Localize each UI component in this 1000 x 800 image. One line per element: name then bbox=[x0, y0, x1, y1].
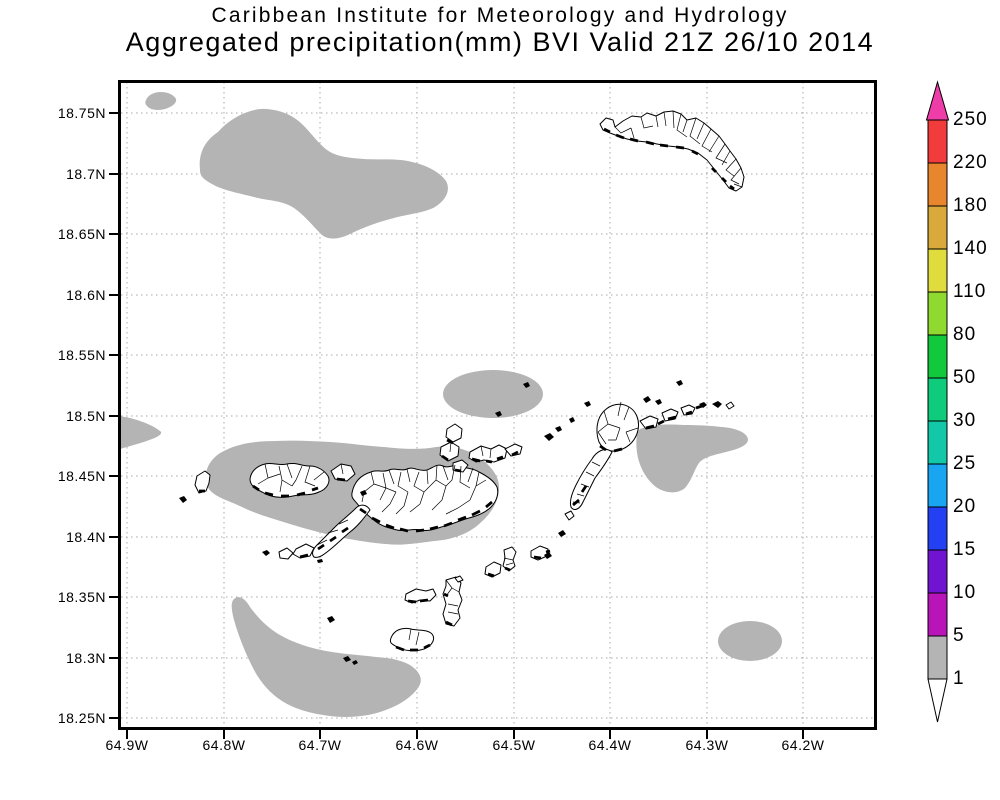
x-axis-ticks bbox=[126, 730, 804, 739]
colorbar-segment bbox=[927, 549, 948, 594]
colorbar-label: 250 bbox=[953, 109, 988, 130]
x-tick-label: 64.9W bbox=[105, 737, 149, 753]
x-tick-label: 64.5W bbox=[492, 737, 536, 753]
island-frenchmans-cay bbox=[292, 543, 315, 559]
y-tick-label: 18.35N bbox=[57, 589, 106, 605]
colorbar-segment bbox=[927, 506, 948, 551]
colorbar-segment bbox=[927, 334, 948, 379]
x-tick-label: 64.7W bbox=[298, 737, 342, 753]
y-tick-label: 18.5N bbox=[66, 408, 106, 424]
shaded-area bbox=[145, 92, 177, 110]
colorbar-label: 25 bbox=[953, 453, 977, 474]
colorbar-label: 180 bbox=[953, 195, 988, 216]
y-tick-label: 18.55N bbox=[57, 347, 106, 363]
shaded-area bbox=[199, 108, 448, 239]
institution-title: Caribbean Institute for Meteorology and … bbox=[211, 4, 789, 27]
island-virgin-gorda-tail bbox=[569, 449, 613, 510]
x-tick-label: 64.2W bbox=[781, 737, 825, 753]
colorbar-segment bbox=[927, 119, 948, 164]
shaded-area bbox=[718, 621, 782, 661]
island-guana bbox=[445, 423, 463, 443]
colorbar-segment bbox=[927, 291, 948, 336]
colorbar-label: 10 bbox=[953, 582, 977, 603]
y-tick-label: 18.3N bbox=[66, 650, 106, 666]
colorbar-label: 15 bbox=[953, 539, 977, 560]
island-norman bbox=[389, 627, 435, 652]
colorbar-arrow-top bbox=[925, 80, 950, 121]
colorbar-segment bbox=[927, 377, 948, 422]
map-frame bbox=[109, 80, 877, 739]
colorbar-segment bbox=[927, 463, 948, 508]
island-tortola-west-peninsula bbox=[312, 504, 371, 558]
island-fallen-jerusalem bbox=[564, 510, 575, 521]
colorbar-segment bbox=[927, 205, 948, 250]
watershed-subdivision-lines bbox=[257, 110, 743, 646]
coastline-dabs bbox=[199, 127, 735, 652]
y-tick-label: 18.4N bbox=[66, 529, 106, 545]
shaded-area bbox=[231, 597, 421, 717]
colorbar-segment bbox=[927, 635, 948, 680]
shaded-area bbox=[443, 370, 543, 418]
island-peter-east bbox=[442, 576, 463, 627]
x-tick-label: 64.4W bbox=[588, 737, 632, 753]
shaded-area bbox=[636, 424, 748, 493]
island-necker bbox=[725, 401, 735, 410]
colorbar bbox=[925, 80, 950, 723]
colorbar-segment bbox=[927, 248, 948, 293]
colorbar-label: 220 bbox=[953, 152, 988, 173]
colorbar-label: 20 bbox=[953, 496, 977, 517]
island-great-thatch bbox=[194, 470, 211, 494]
y-tick-label: 18.65N bbox=[57, 226, 106, 242]
colorbar-label: 30 bbox=[953, 410, 977, 431]
island-tortola bbox=[351, 464, 499, 532]
plot-title: Aggregated precipitation(mm) BVI Valid 2… bbox=[125, 27, 875, 57]
island-little-thatch bbox=[278, 547, 294, 560]
colorbar-label: 140 bbox=[953, 238, 988, 259]
colorbar-segment bbox=[927, 162, 948, 207]
colorbar-label: 1 bbox=[953, 668, 965, 689]
y-tick-label: 18.7N bbox=[66, 166, 106, 182]
colorbar-segment bbox=[927, 420, 948, 465]
island-dead-chest bbox=[454, 575, 464, 583]
colorbar-label: 80 bbox=[953, 324, 977, 345]
x-tick-label: 64.8W bbox=[202, 737, 246, 753]
y-tick-label: 18.75N bbox=[57, 105, 106, 121]
colorbar-arrow-bottom bbox=[927, 678, 948, 723]
colorbar-segment bbox=[927, 592, 948, 637]
y-tick-label: 18.25N bbox=[57, 710, 106, 726]
x-tick-label: 64.3W bbox=[685, 737, 729, 753]
colorbar-label: 110 bbox=[953, 281, 987, 302]
shaded-area bbox=[120, 416, 162, 449]
colorbar-label: 5 bbox=[953, 625, 965, 646]
y-axis-ticks bbox=[109, 112, 118, 719]
colorbar-label: 50 bbox=[953, 367, 977, 388]
y-tick-label: 18.6N bbox=[66, 287, 106, 303]
x-tick-label: 64.6W bbox=[395, 737, 439, 753]
island-jost-van-dyke bbox=[249, 462, 330, 498]
y-tick-label: 18.45N bbox=[57, 468, 106, 484]
